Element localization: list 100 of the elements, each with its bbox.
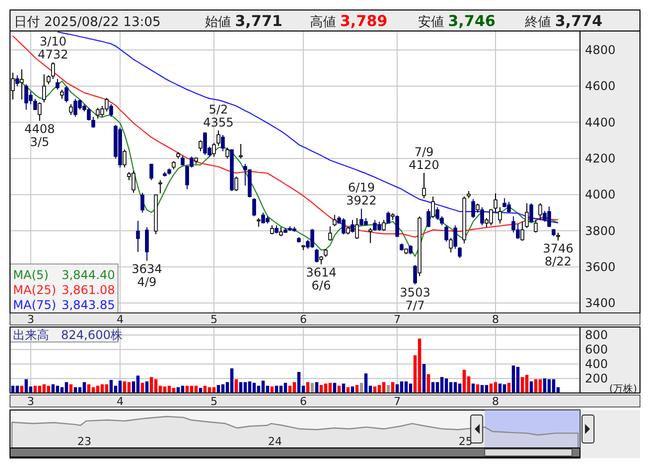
x-tick-label: 8: [492, 313, 500, 326]
bar: [315, 382, 318, 393]
candlestick: [480, 206, 484, 226]
candlestick: [216, 130, 220, 146]
candlestick: [377, 221, 382, 232]
annotation: 7/9 4120: [408, 144, 440, 172]
bar: [56, 386, 60, 393]
candlestick: [212, 142, 216, 158]
x-tick-label: 6: [300, 313, 307, 326]
candlestick: [122, 148, 126, 168]
x-tick-label: 7: [394, 313, 401, 326]
candlestick: [145, 226, 149, 262]
y-tick-label: 4400: [585, 115, 616, 130]
bar: [418, 338, 422, 393]
bar: [190, 386, 194, 393]
bar: [386, 385, 390, 393]
x-tick-label: 4: [116, 313, 124, 326]
candlestick: [332, 214, 337, 227]
text: MA(5) 3,844.40: [13, 268, 115, 282]
text: 始値 3,771: [205, 12, 282, 30]
candlestick: [431, 196, 435, 219]
candlestick: [350, 219, 354, 234]
bar: [431, 382, 435, 393]
chart-title: 日付 2025/08/22 13:05: [14, 15, 161, 30]
candlestick: [198, 140, 202, 152]
candlestick: [20, 68, 24, 100]
annotation: 3746 8/22: [542, 242, 574, 269]
x-tick-label: 3: [27, 313, 34, 326]
bar: [516, 366, 520, 393]
candlestick: [448, 237, 453, 253]
candlestick: [314, 248, 319, 263]
candlestick: [538, 202, 542, 220]
bar: [472, 384, 475, 393]
bar: [391, 382, 394, 393]
text: 終値 3,774: [524, 12, 602, 30]
candlestick: [69, 104, 73, 116]
bar: [530, 381, 533, 393]
candlestick: [86, 107, 91, 121]
bar: [118, 380, 122, 393]
bar: [64, 382, 68, 393]
candlestick: [234, 176, 238, 192]
candlestick: [104, 97, 109, 112]
x-tick-label: 5: [210, 395, 218, 408]
candlestick: [96, 107, 100, 120]
x-tick-label: 24: [268, 435, 282, 448]
candlestick: [15, 74, 20, 87]
y-tick-label: 4000: [585, 188, 616, 202]
bar: [364, 373, 368, 393]
candlestick: [408, 244, 413, 255]
x-tick-label: 5: [210, 313, 218, 326]
candlestick: [310, 228, 314, 248]
candlestick: [140, 192, 144, 214]
bar: [279, 386, 283, 393]
candlestick: [355, 218, 359, 240]
y-tick-label: 200: [585, 371, 608, 386]
annotation: 3503 7/7: [400, 285, 430, 312]
candlestick: [180, 155, 185, 166]
annotation: 3/10 4732: [38, 34, 68, 62]
candlestick: [220, 134, 225, 152]
candlestick: [261, 212, 266, 224]
x-tick-label: 7: [394, 395, 401, 408]
candlestick: [520, 221, 524, 242]
candlestick: [42, 74, 46, 103]
candlestick: [529, 202, 534, 222]
candlestick: [64, 86, 68, 103]
bar: [422, 364, 426, 393]
x-tick-label: 6: [300, 395, 307, 408]
x-tick-label: 23: [77, 435, 92, 448]
bar: [82, 382, 86, 393]
y-tick-label: 400: [585, 356, 608, 371]
bar: [337, 386, 341, 393]
bar: [127, 382, 131, 393]
text: 高値 3,789: [310, 12, 388, 30]
bar: [292, 382, 296, 393]
candlestick: [413, 264, 417, 285]
candlestick: [516, 223, 520, 240]
candlestick: [458, 246, 462, 259]
candlestick: [368, 228, 372, 244]
bar: [288, 386, 292, 393]
text: MA(25) 3,861.08: [13, 283, 115, 297]
y-tick-label: 800: [585, 328, 608, 342]
annotation: 5/2 4355: [203, 102, 234, 130]
bar: [234, 379, 238, 393]
candlestick: [498, 206, 502, 224]
candlestick: [33, 98, 38, 110]
bar: [426, 374, 430, 393]
candlestick: [426, 208, 430, 228]
bar: [110, 380, 113, 393]
candlestick: [109, 104, 114, 118]
bar: [46, 386, 50, 393]
candlestick: [60, 89, 64, 100]
bar: [203, 386, 207, 393]
bar: [512, 365, 516, 393]
text: 安値 3,746: [418, 12, 496, 30]
candlestick: [494, 192, 498, 214]
y-tick-label: 4600: [585, 79, 616, 94]
bar: [274, 386, 278, 393]
bar: [310, 382, 314, 393]
candlestick: [279, 226, 283, 237]
bar: [20, 386, 24, 393]
